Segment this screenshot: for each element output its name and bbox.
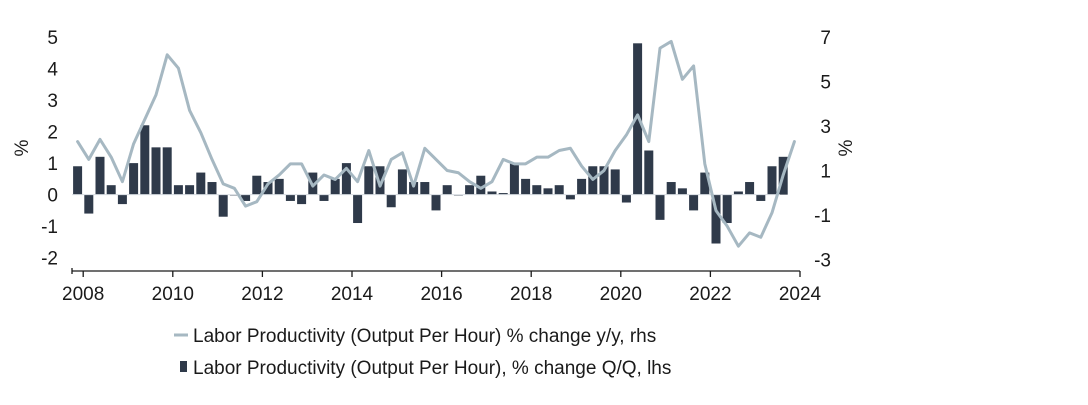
- x-tick-label: 2016: [420, 284, 462, 305]
- bar: [84, 194, 94, 214]
- bar: [162, 147, 172, 195]
- bar: [465, 185, 475, 195]
- y-left-tick-label: 5: [47, 28, 58, 49]
- legend: Labor Productivity (Output Per Hour) % c…: [174, 326, 671, 379]
- legend-item-bar: Labor Productivity (Output Per Hour), % …: [180, 358, 671, 379]
- legend-label-line: Labor Productivity (Output Per Hour) % c…: [193, 326, 656, 347]
- bar: [621, 194, 631, 203]
- y-right-tick-label: 1: [820, 162, 831, 183]
- bar: [330, 178, 340, 195]
- y-right-tick-label: -3: [814, 251, 831, 272]
- bar: [285, 194, 295, 201]
- bar: [767, 166, 777, 195]
- y-right-tick-label: 7: [820, 28, 831, 49]
- bar: [274, 178, 284, 195]
- bar: [476, 175, 486, 195]
- x-tick-label: 2012: [241, 284, 283, 305]
- legend-label-bar: Labor Productivity (Output Per Hour), % …: [193, 358, 671, 379]
- bar: [487, 191, 497, 195]
- bar: [431, 194, 441, 211]
- legend-item-line: Labor Productivity (Output Per Hour) % c…: [174, 326, 656, 347]
- bar: [420, 182, 430, 195]
- x-tick-label: 2014: [331, 284, 374, 305]
- bar: [509, 163, 519, 195]
- x-tick-label: 2020: [600, 284, 642, 305]
- y-left-tick-label: 4: [47, 60, 58, 81]
- bar: [129, 163, 139, 195]
- y-left-tick-label: 2: [47, 123, 58, 144]
- bar: [733, 191, 743, 195]
- bar: [756, 194, 766, 201]
- bar: [599, 166, 609, 195]
- bar: [106, 185, 116, 195]
- x-tick-label: 2024: [779, 284, 822, 305]
- y-right-tick-label: -1: [814, 206, 831, 227]
- bar: [409, 182, 419, 195]
- bar: [644, 150, 654, 195]
- y-left-tick-label: 1: [47, 154, 58, 175]
- bar: [711, 194, 721, 244]
- bar: [319, 194, 329, 201]
- bar: [140, 125, 150, 195]
- bar: [565, 194, 575, 200]
- bar: [543, 188, 553, 195]
- legend-bar-swatch: [180, 361, 187, 372]
- bar: [252, 175, 262, 195]
- productivity-yy-line: [76, 39, 796, 248]
- bar: [263, 182, 273, 195]
- bar: [722, 194, 732, 224]
- right-axis-title: %: [836, 139, 857, 156]
- bar: [241, 194, 251, 201]
- bar: [610, 169, 620, 195]
- line-series: [76, 39, 796, 248]
- y-left-tick-label: 0: [47, 186, 58, 207]
- bar: [173, 185, 183, 195]
- bar: [655, 194, 665, 220]
- bar: [297, 194, 307, 205]
- bar: [442, 185, 452, 195]
- x-tick-label: 2022: [689, 284, 731, 305]
- bar: [498, 193, 508, 195]
- bar-series: [73, 43, 788, 244]
- bar: [185, 185, 195, 195]
- bar: [397, 169, 407, 195]
- bar: [532, 185, 542, 195]
- bar: [666, 182, 676, 195]
- y-right-tick-label: 5: [820, 73, 831, 94]
- x-tick-label: 2018: [510, 284, 552, 305]
- x-tick-label: 2008: [62, 284, 104, 305]
- bar: [633, 43, 643, 195]
- bar: [73, 166, 83, 195]
- bar: [341, 163, 351, 195]
- y-left-tick-label: 3: [47, 91, 58, 112]
- bar: [375, 166, 385, 195]
- x-tick-label: 2010: [152, 284, 194, 305]
- bar: [745, 182, 755, 195]
- y-left-tick-label: -2: [41, 249, 58, 270]
- bar: [689, 194, 699, 211]
- bar: [577, 178, 587, 195]
- bar: [151, 147, 161, 195]
- bar: [353, 194, 363, 224]
- bar: [196, 172, 206, 195]
- bar: [677, 188, 687, 195]
- y-left-tick-label: -1: [41, 217, 58, 238]
- bar: [386, 194, 396, 208]
- bar: [207, 182, 217, 195]
- y-right-tick-label: 3: [820, 117, 831, 138]
- bar: [554, 185, 564, 195]
- bar: [95, 156, 105, 195]
- bar: [521, 178, 531, 195]
- left-axis-title: %: [12, 139, 33, 156]
- bar: [218, 194, 228, 217]
- bar: [117, 194, 127, 205]
- bar: [700, 172, 710, 195]
- bar: [364, 166, 374, 195]
- axes: 2008 2010 2012 2014 2016 2018 2020 2022 2024 5 4 3 2…: [41, 28, 831, 305]
